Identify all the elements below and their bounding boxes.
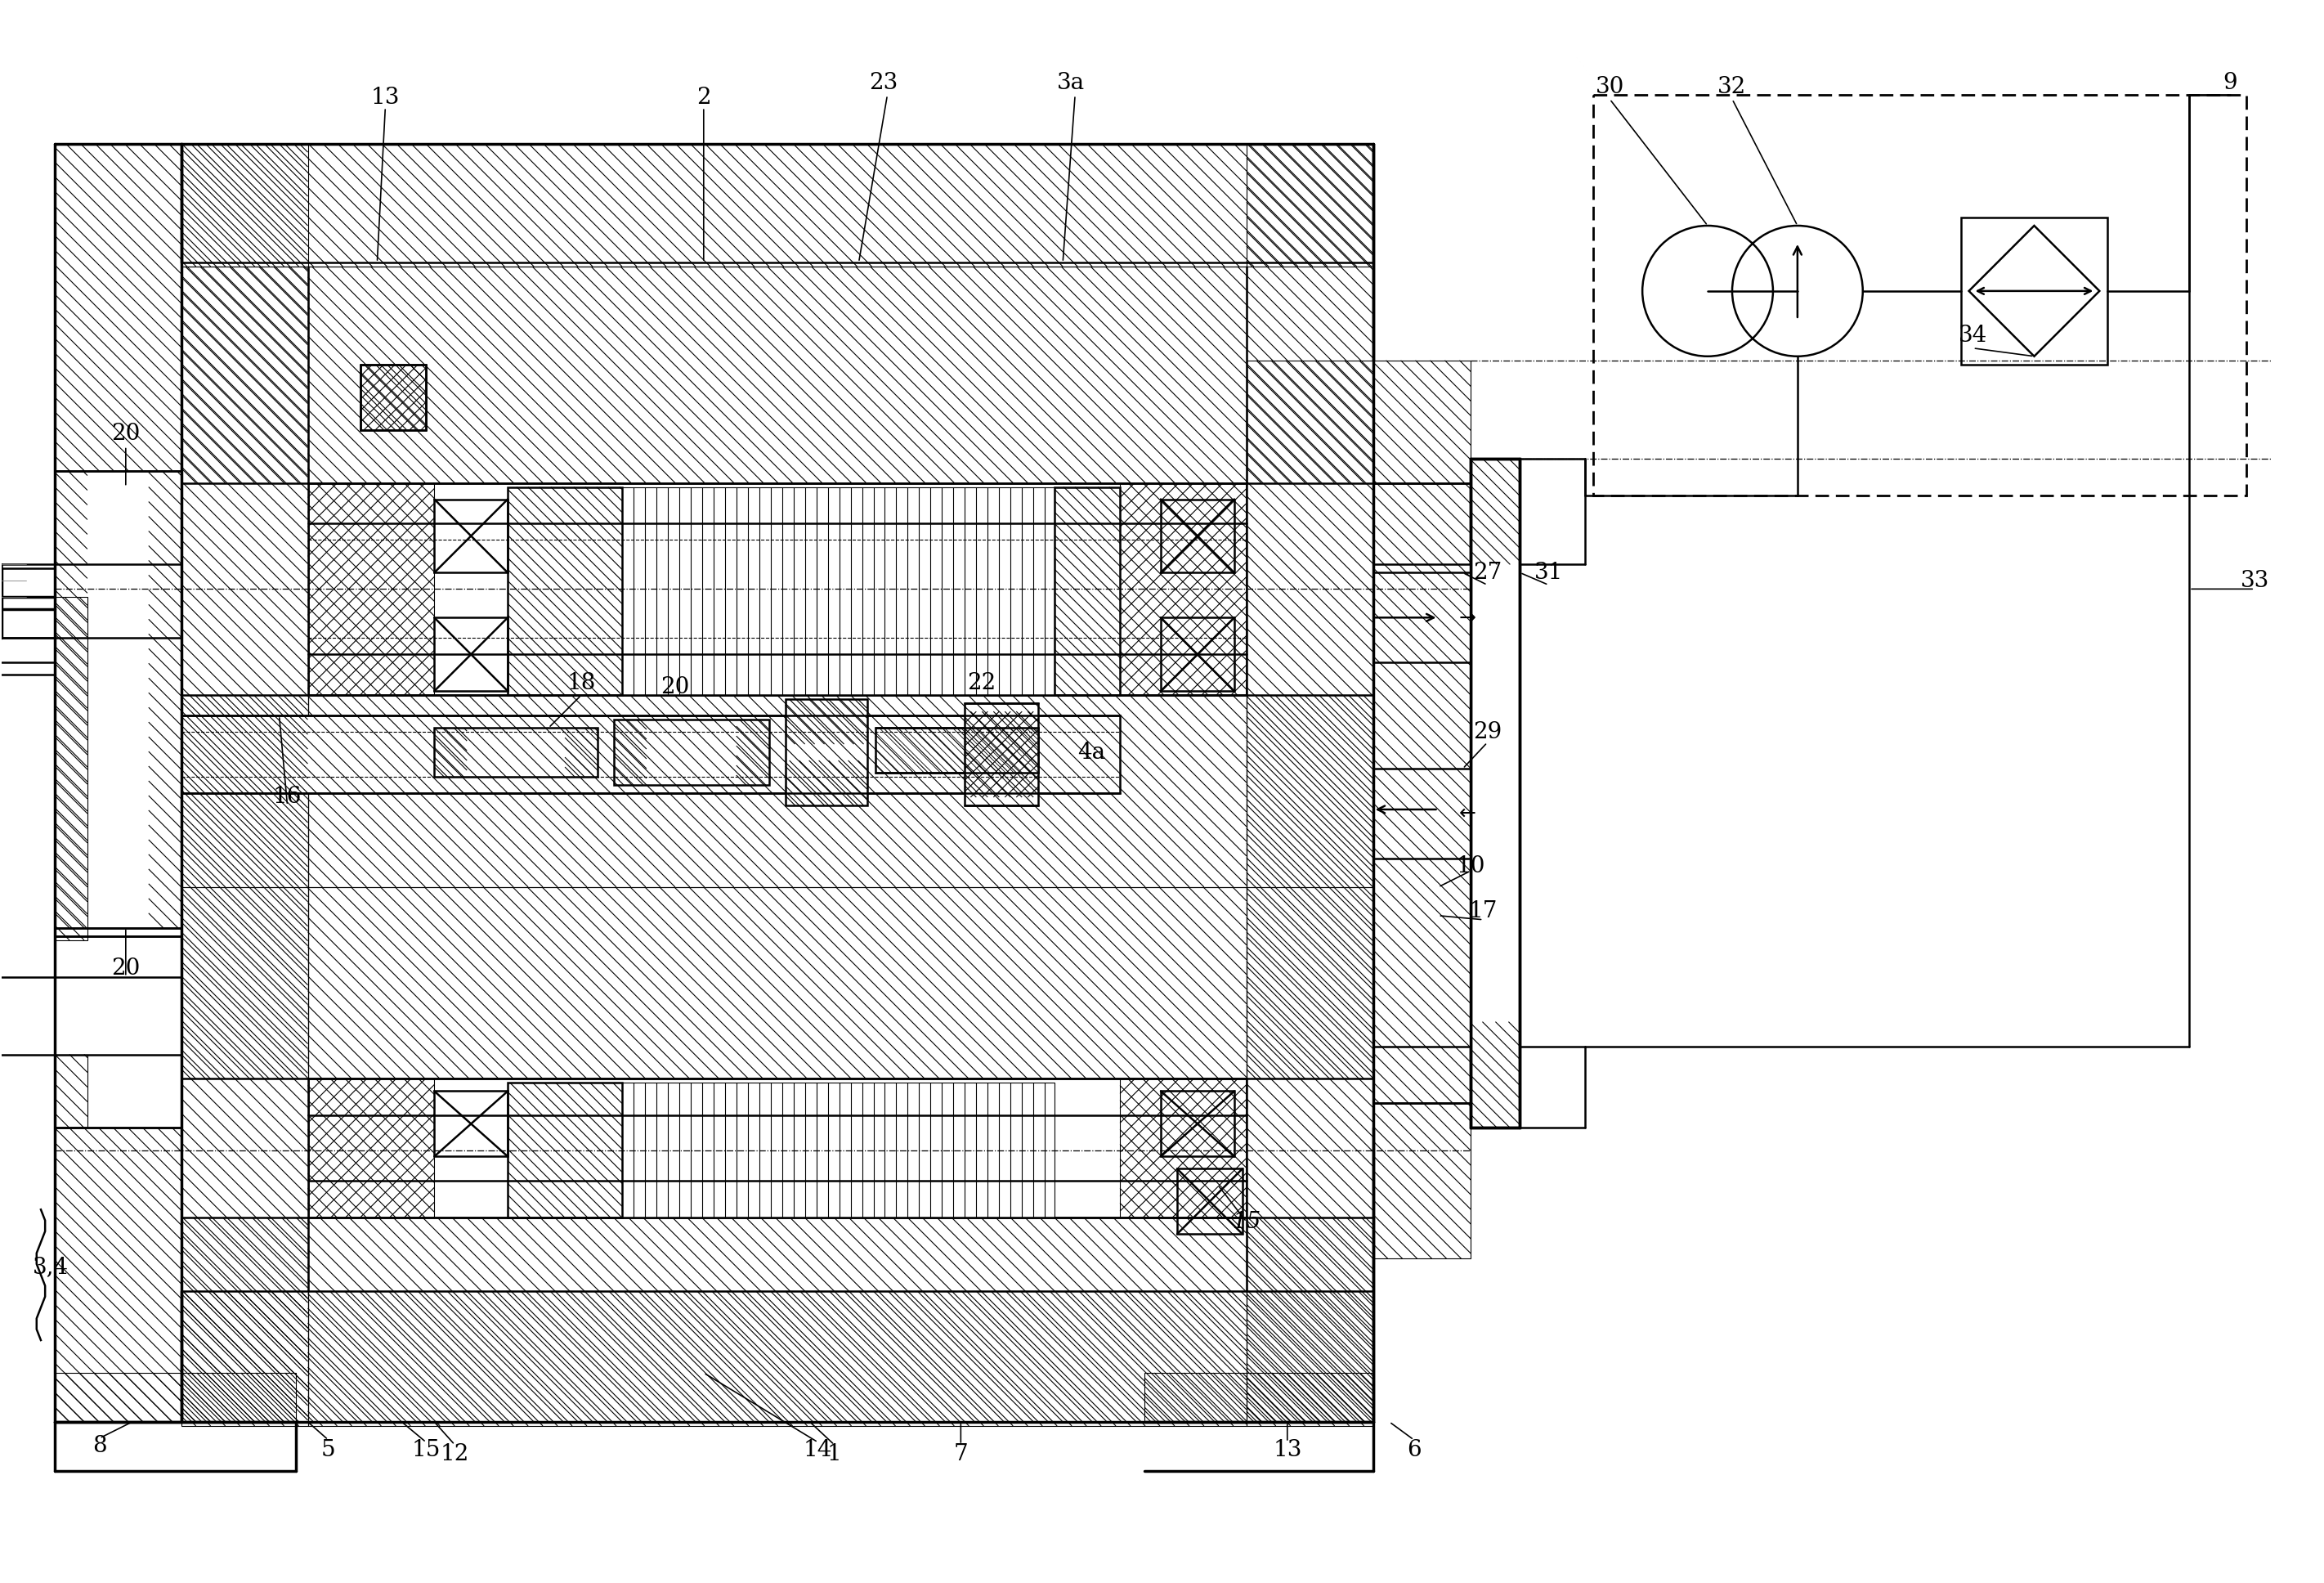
Bar	[307, 1080, 435, 1217]
Bar	[56, 1054, 88, 1129]
Bar	[307, 1217, 1246, 1426]
Bar	[1471, 459, 1520, 1129]
Bar	[1373, 565, 1471, 1046]
Text: 8: 8	[93, 1436, 107, 1458]
Bar	[964, 703, 1039, 806]
Text: 14: 14	[804, 1439, 832, 1461]
Bar	[1246, 361, 1373, 483]
Text: 16: 16	[272, 787, 302, 809]
Bar	[1160, 617, 1234, 692]
Text: 29: 29	[1473, 720, 1501, 742]
Text: 20: 20	[112, 423, 139, 445]
Bar	[56, 1129, 181, 1422]
Text: 22: 22	[967, 671, 995, 693]
Text: 7: 7	[953, 1444, 969, 1466]
Bar	[1246, 695, 1373, 886]
Text: →: →	[1459, 608, 1476, 627]
Text: 34: 34	[1959, 325, 1987, 347]
Bar	[307, 266, 1246, 483]
Bar	[307, 483, 1246, 695]
Text: 30: 30	[1594, 76, 1624, 98]
Bar	[1373, 361, 1471, 1258]
Bar	[507, 1083, 623, 1217]
Bar	[1246, 1080, 1373, 1217]
Bar	[1961, 217, 2108, 364]
Bar	[623, 488, 1055, 695]
Text: 9: 9	[2222, 71, 2238, 93]
Bar	[360, 364, 425, 431]
Text: 12: 12	[439, 1444, 469, 1466]
Text: 32: 32	[1717, 76, 1748, 98]
Bar	[1160, 499, 1234, 573]
Bar	[181, 716, 1120, 793]
Bar	[56, 597, 88, 940]
Text: 3,4: 3,4	[33, 1255, 70, 1277]
Bar	[56, 1372, 295, 1422]
Bar	[181, 1080, 307, 1217]
Text: 33: 33	[2240, 570, 2268, 592]
Bar	[56, 936, 181, 1129]
Text: 3a: 3a	[1057, 71, 1085, 93]
Bar	[181, 144, 1373, 266]
Text: 1: 1	[827, 1444, 841, 1466]
Text: 6: 6	[1406, 1439, 1420, 1461]
Text: 15: 15	[1232, 1211, 1262, 1233]
Bar	[307, 483, 435, 695]
Bar	[786, 700, 867, 806]
Bar	[56, 470, 181, 928]
Bar	[435, 617, 507, 692]
Bar	[181, 266, 307, 483]
Bar	[435, 499, 507, 573]
Text: 18: 18	[567, 671, 595, 693]
Text: 15: 15	[411, 1439, 442, 1461]
Bar	[435, 728, 597, 777]
Text: 20: 20	[112, 958, 139, 980]
Bar	[181, 886, 307, 1080]
Text: 23: 23	[869, 71, 897, 93]
Bar	[181, 144, 307, 1422]
Text: 17: 17	[1469, 901, 1497, 923]
Text: 10: 10	[1457, 855, 1485, 877]
Bar	[1055, 488, 1120, 695]
Bar	[1160, 1091, 1234, 1157]
Bar	[1176, 1168, 1243, 1235]
Bar	[614, 720, 769, 785]
Bar	[435, 1091, 507, 1157]
Bar	[181, 695, 307, 886]
Text: 20: 20	[660, 676, 690, 698]
Bar	[181, 1217, 307, 1426]
Bar	[876, 728, 1039, 773]
Bar	[623, 1083, 1055, 1217]
Bar	[1246, 886, 1373, 1080]
Bar	[181, 483, 307, 695]
Bar	[507, 488, 623, 695]
Bar	[307, 695, 1246, 886]
Bar	[1246, 483, 1373, 695]
Bar	[1120, 483, 1246, 695]
Bar	[1373, 483, 1471, 1103]
Bar	[181, 1292, 1373, 1422]
Bar	[1120, 1080, 1246, 1217]
Bar	[1594, 95, 2247, 495]
Bar	[1373, 573, 1471, 663]
Text: 5: 5	[321, 1439, 335, 1461]
Bar	[307, 886, 1246, 1080]
Text: 4a: 4a	[1078, 741, 1106, 763]
Bar	[1246, 144, 1373, 1422]
Text: 13: 13	[1274, 1439, 1301, 1461]
Text: 2: 2	[697, 87, 711, 109]
Bar	[307, 1080, 1246, 1217]
Bar	[56, 144, 181, 470]
Text: ←: ←	[1459, 804, 1476, 823]
Bar	[1373, 769, 1471, 858]
Bar	[1246, 1217, 1373, 1426]
Bar	[1143, 1372, 1373, 1422]
Text: 13: 13	[372, 87, 400, 109]
Text: 27: 27	[1473, 562, 1501, 584]
Text: 31: 31	[1534, 562, 1564, 584]
